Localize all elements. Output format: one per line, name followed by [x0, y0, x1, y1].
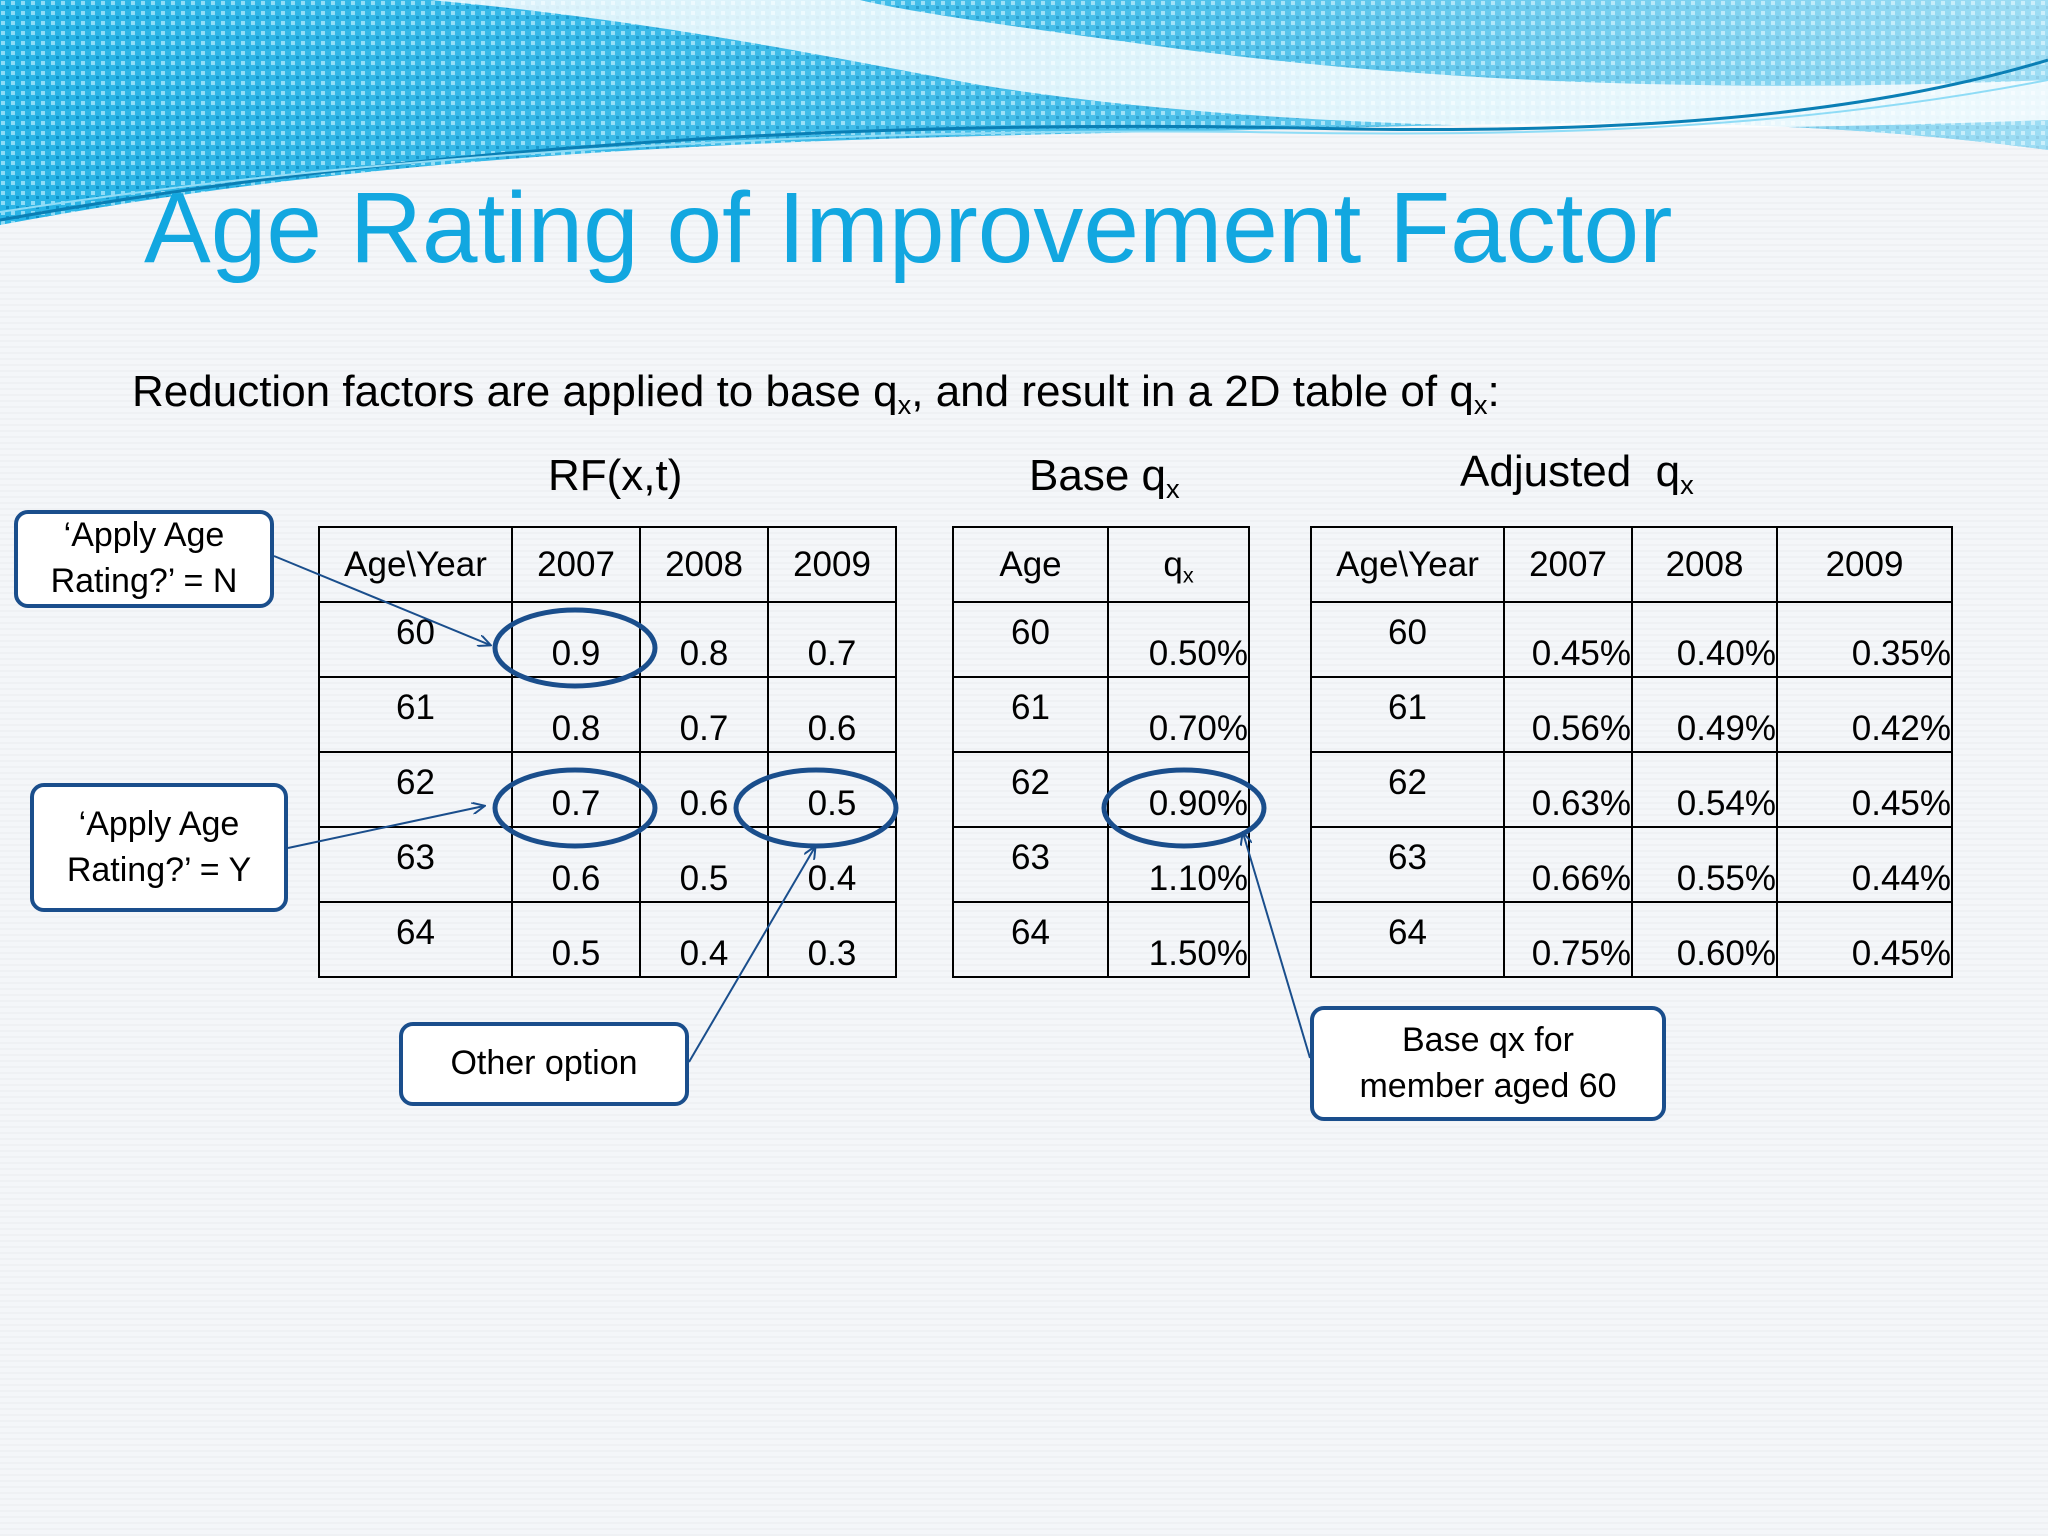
- base-header-age: Age: [952, 526, 1109, 603]
- rf-value-cell: 0.5: [511, 901, 641, 978]
- adj-age-cell: 61: [1310, 676, 1505, 753]
- table-row: 62 0.90%: [952, 751, 1250, 828]
- table-row: 60 0.45% 0.40% 0.35%: [1310, 601, 1953, 678]
- rf-table-caption: RF(x,t): [548, 451, 683, 500]
- rf-value-cell: 0.6: [767, 676, 897, 753]
- adj-age-cell: 60: [1310, 601, 1505, 678]
- slide-subtitle: Reduction factors are applied to base qx…: [132, 367, 1500, 421]
- adj-qx-cell: 0.66%: [1503, 826, 1633, 903]
- callout-line: member aged 60: [1359, 1066, 1617, 1105]
- base-qx-cell: 1.10%: [1107, 826, 1250, 903]
- adj-table-header-row: Age\Year 2007 2008 2009: [1310, 526, 1953, 603]
- table-row: 62 0.7 0.6 0.5: [318, 751, 897, 828]
- rf-value-cell: 0.6: [639, 751, 769, 828]
- rf-value-cell: 0.4: [767, 826, 897, 903]
- base-age-cell: 62: [952, 751, 1109, 828]
- table-row: 63 0.6 0.5 0.4: [318, 826, 897, 903]
- table-row: 64 0.5 0.4 0.3: [318, 901, 897, 978]
- base-age-cell: 60: [952, 601, 1109, 678]
- adj-qx-cell: 0.42%: [1776, 676, 1953, 753]
- adj-qx-cell: 0.54%: [1631, 751, 1778, 828]
- rf-value-cell: 0.8: [511, 676, 641, 753]
- base-qx-cell: 0.90%: [1107, 751, 1250, 828]
- table-row: 63 1.10%: [952, 826, 1250, 903]
- rf-value-cell: 0.7: [639, 676, 769, 753]
- rf-header-2009: 2009: [767, 526, 897, 603]
- table-row: 61 0.8 0.7 0.6: [318, 676, 897, 753]
- callout-line: Rating?’ = N: [50, 562, 238, 600]
- adj-qx-cell: 0.35%: [1776, 601, 1953, 678]
- callout-apply-age-rating-n: ‘Apply Age Rating?’ = N: [14, 510, 274, 608]
- table-row: 64 0.75% 0.60% 0.45%: [1310, 901, 1953, 978]
- rf-table: Age\Year 2007 2008 2009 60 0.9 0.8 0.7 6…: [318, 526, 897, 978]
- adj-header-2009: 2009: [1776, 526, 1953, 603]
- base-qx-table: Age qx 60 0.50% 61 0.70% 62 0.90% 63 1.1…: [952, 526, 1250, 978]
- callout-base-qx-member-60: Base qx for member aged 60: [1310, 1006, 1666, 1121]
- header-band: [0, 0, 2048, 225]
- adj-header-2007: 2007: [1503, 526, 1633, 603]
- rf-age-cell: 63: [318, 826, 513, 903]
- adj-header-age-year: Age\Year: [1310, 526, 1505, 603]
- base-age-cell: 64: [952, 901, 1109, 978]
- rf-header-2008: 2008: [639, 526, 769, 603]
- base-qx-cell: 0.70%: [1107, 676, 1250, 753]
- adj-qx-cell: 0.55%: [1631, 826, 1778, 903]
- rf-header-age-year: Age\Year: [318, 526, 513, 603]
- base-qx-cell: 0.50%: [1107, 601, 1250, 678]
- table-row: 64 1.50%: [952, 901, 1250, 978]
- adj-age-cell: 62: [1310, 751, 1505, 828]
- table-row: 60 0.9 0.8 0.7: [318, 601, 897, 678]
- table-row: 61 0.56% 0.49% 0.42%: [1310, 676, 1953, 753]
- rf-value-cell: 0.8: [639, 601, 769, 678]
- adj-qx-cell: 0.45%: [1503, 601, 1633, 678]
- rf-table-header-row: Age\Year 2007 2008 2009: [318, 526, 897, 603]
- adj-qx-cell: 0.45%: [1776, 751, 1953, 828]
- base-age-cell: 61: [952, 676, 1109, 753]
- rf-value-cell: 0.7: [511, 751, 641, 828]
- rf-value-cell: 0.9: [511, 601, 641, 678]
- arrow-base-qx: [1243, 833, 1311, 1059]
- rf-value-cell: 0.5: [639, 826, 769, 903]
- adj-qx-cell: 0.40%: [1631, 601, 1778, 678]
- rf-age-cell: 60: [318, 601, 513, 678]
- callout-line: Other option: [450, 1044, 638, 1083]
- table-row: 61 0.70%: [952, 676, 1250, 753]
- base-table-header-row: Age qx: [952, 526, 1250, 603]
- adj-qx-cell: 0.45%: [1776, 901, 1953, 978]
- table-row: 62 0.63% 0.54% 0.45%: [1310, 751, 1953, 828]
- table-row: 63 0.66% 0.55% 0.44%: [1310, 826, 1953, 903]
- adj-qx-cell: 0.44%: [1776, 826, 1953, 903]
- adj-qx-cell: 0.56%: [1503, 676, 1633, 753]
- adjusted-qx-table: Age\Year 2007 2008 2009 60 0.45% 0.40% 0…: [1310, 526, 1953, 978]
- adj-qx-cell: 0.63%: [1503, 751, 1633, 828]
- callout-line: ‘Apply Age: [63, 516, 225, 555]
- base-qx-cell: 1.50%: [1107, 901, 1250, 978]
- rf-value-cell: 0.4: [639, 901, 769, 978]
- callout-line: ‘Apply Age: [78, 804, 240, 843]
- callout-apply-age-rating-y: ‘Apply Age Rating?’ = Y: [30, 783, 288, 912]
- callout-line: Rating?’ = Y: [66, 850, 252, 889]
- rf-value-cell: 0.7: [767, 601, 897, 678]
- slide-title: Age Rating of Improvement Factor: [144, 172, 1673, 284]
- adj-header-2008: 2008: [1631, 526, 1778, 603]
- base-age-cell: 63: [952, 826, 1109, 903]
- adjusted-table-caption: Adjusted qx: [1460, 447, 1694, 501]
- adj-age-cell: 63: [1310, 826, 1505, 903]
- base-table-caption: Base qx: [1029, 451, 1180, 505]
- adj-age-cell: 64: [1310, 901, 1505, 978]
- adj-qx-cell: 0.60%: [1631, 901, 1778, 978]
- rf-value-cell: 0.6: [511, 826, 641, 903]
- callout-line: Base qx for: [1402, 1020, 1574, 1059]
- rf-value-cell: 0.5: [767, 751, 897, 828]
- rf-age-cell: 64: [318, 901, 513, 978]
- callout-other-option: Other option: [399, 1022, 689, 1106]
- table-row: 60 0.50%: [952, 601, 1250, 678]
- rf-age-cell: 61: [318, 676, 513, 753]
- rf-value-cell: 0.3: [767, 901, 897, 978]
- adj-qx-cell: 0.49%: [1631, 676, 1778, 753]
- base-header-qx: qx: [1107, 526, 1250, 603]
- rf-header-2007: 2007: [511, 526, 641, 603]
- rf-age-cell: 62: [318, 751, 513, 828]
- adj-qx-cell: 0.75%: [1503, 901, 1633, 978]
